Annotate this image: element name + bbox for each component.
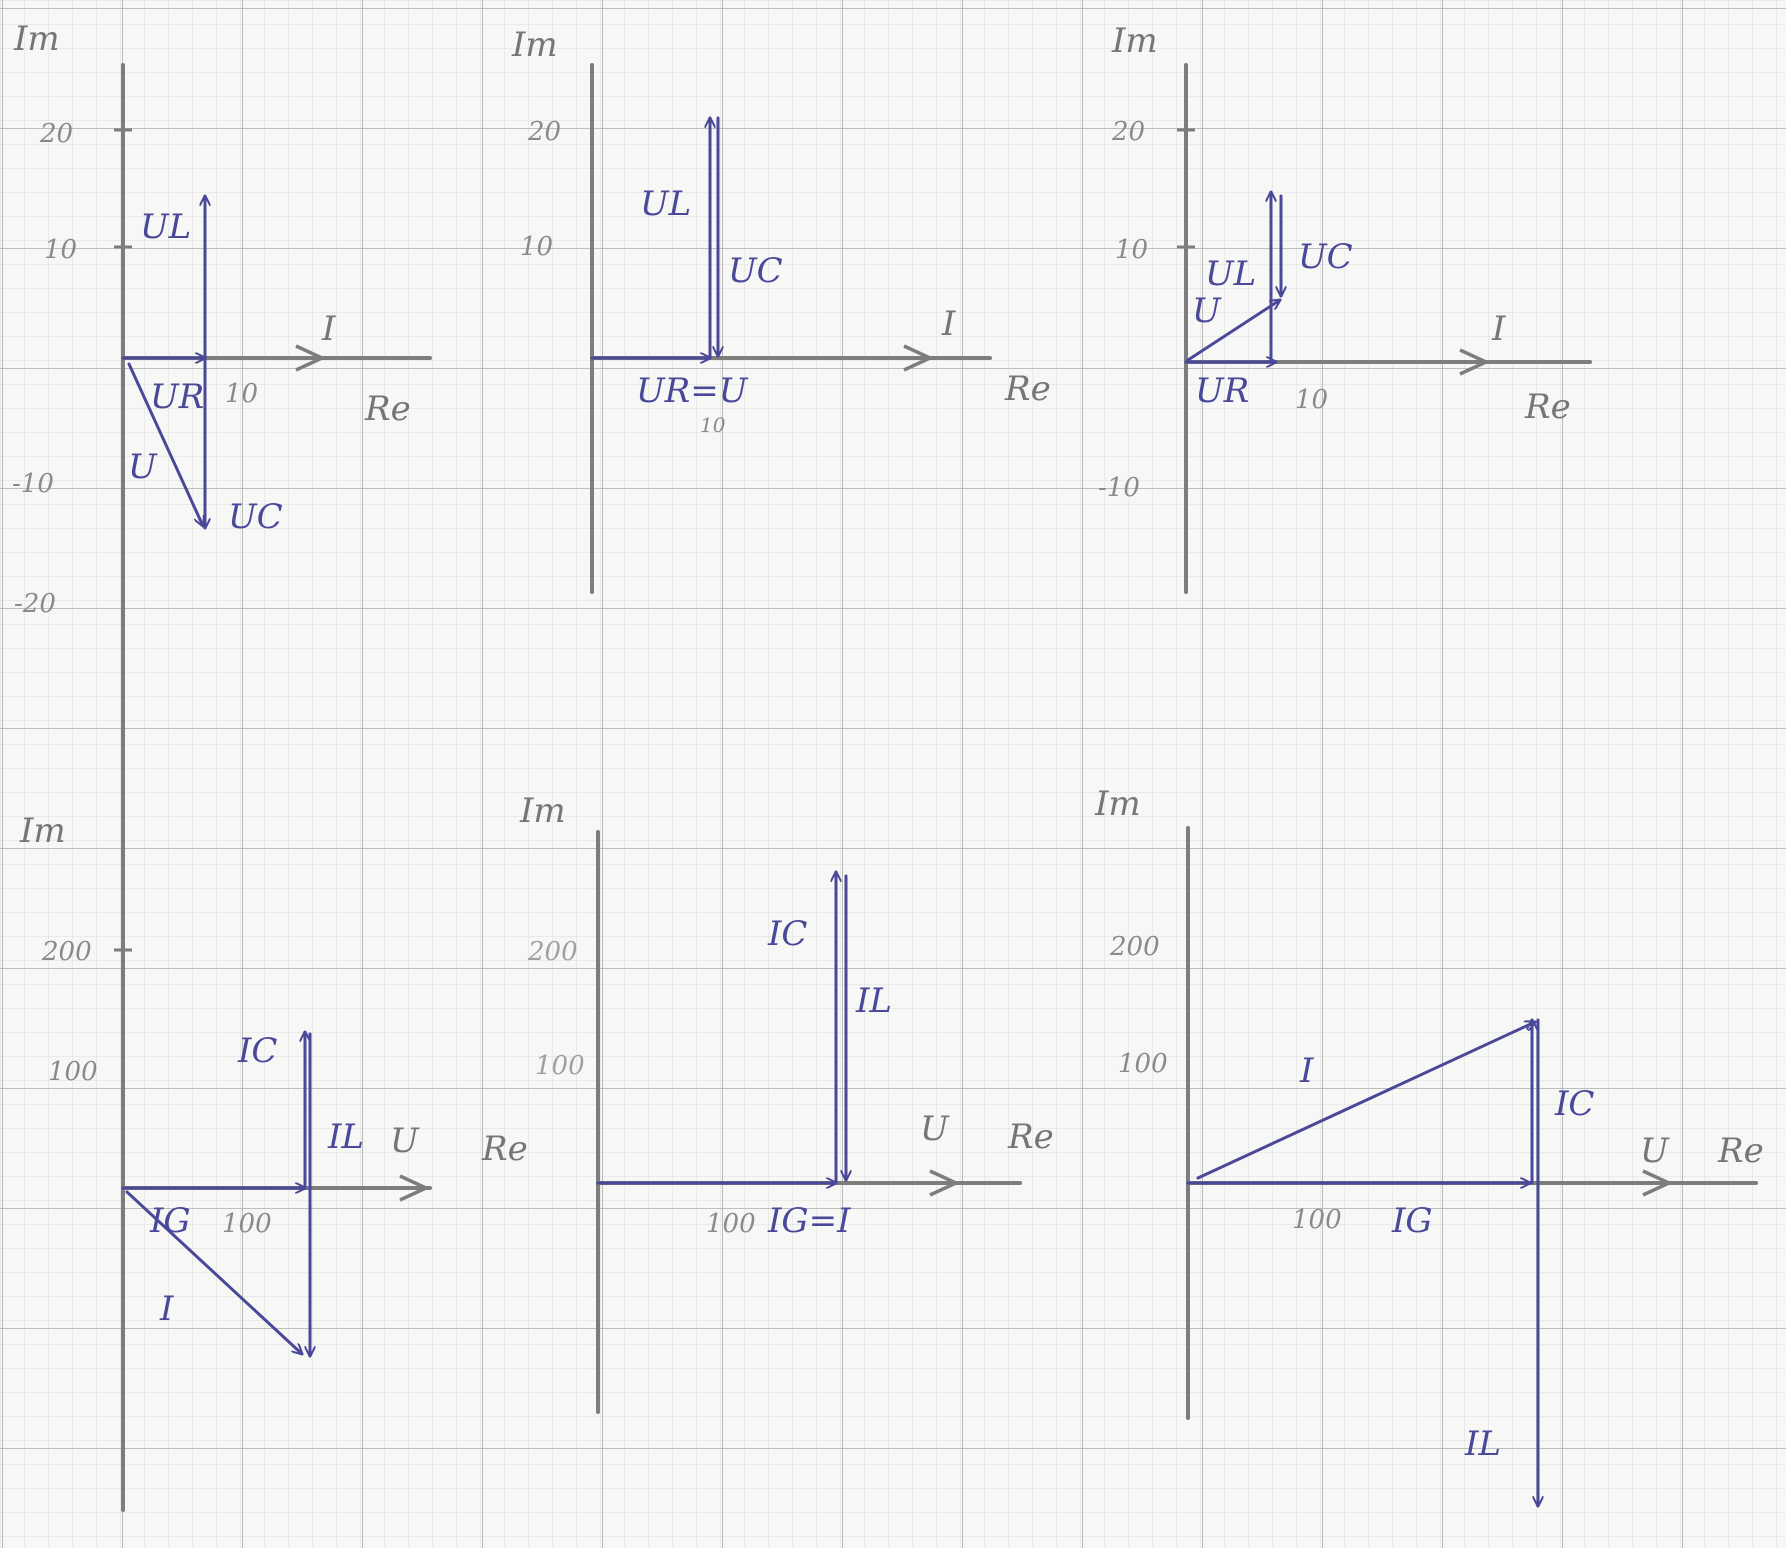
d6-tick-label: 100 — [1292, 1205, 1342, 1235]
d2-tick-label: 20 — [527, 117, 561, 147]
d3-real-label: Re — [1524, 387, 1571, 427]
d5-imag-label: Im — [519, 791, 566, 831]
d4-real-axis-arrow — [399, 1174, 431, 1202]
d3-tick-label: -10 — [1098, 473, 1140, 503]
d6-label-ig: IG — [1391, 1201, 1433, 1241]
d5-reference-label: U — [920, 1109, 950, 1149]
d4-label-ig: IG — [149, 1201, 191, 1241]
d1-tick-label: 20 — [39, 119, 73, 149]
d3-vector-u — [1186, 300, 1280, 362]
d4-label-i: I — [159, 1289, 174, 1329]
d1-vector-u — [127, 362, 203, 526]
d2-real-axis-arrow — [903, 344, 935, 372]
d2-tick-label: 10 — [520, 232, 553, 262]
d1-reference-label: I — [321, 309, 336, 349]
diagram-2-voltage-phasor: Im Re I 20 10 10 UL UC UR=U — [511, 25, 1051, 594]
d5-label-il: IL — [855, 981, 892, 1021]
d5-label-ic: IC — [767, 914, 807, 954]
d3-imag-label: Im — [1111, 21, 1158, 61]
d5-label-ig-eq-i: IG=I — [767, 1201, 851, 1241]
d5-tick-label: 200 — [527, 937, 578, 967]
d2-imag-label: Im — [511, 25, 558, 65]
diagram-6-current-phasor: Im Re U 200 100 100 I IC IG IL — [1094, 784, 1764, 1508]
d1-tick-label: 10 — [225, 379, 258, 409]
d2-tick-label: 10 — [700, 413, 726, 437]
d3-tick-label: 20 — [1111, 117, 1145, 147]
d6-tick-label: 100 — [1118, 1049, 1168, 1079]
d1-label-u: U — [128, 447, 158, 487]
d1-label-ur: UR — [150, 377, 204, 417]
d1-tick-label: 10 — [44, 235, 77, 265]
d4-real-label: Re — [481, 1129, 528, 1169]
d2-real-label: Re — [1004, 369, 1051, 409]
d4-label-ic: IC — [237, 1031, 277, 1071]
d6-imag-label: Im — [1094, 784, 1141, 824]
d5-real-label: Re — [1007, 1117, 1054, 1157]
d2-label-ul: UL — [640, 184, 691, 224]
d3-label-u: U — [1192, 291, 1222, 331]
d4-label-il: IL — [327, 1117, 364, 1157]
d4-tick-label: 100 — [48, 1057, 98, 1087]
d4-tick-label: 200 — [41, 937, 92, 967]
d6-real-label: Re — [1717, 1131, 1764, 1171]
d2-label-ur-eq-u: UR=U — [636, 371, 749, 411]
d5-real-axis-arrow — [929, 1169, 961, 1197]
d4-reference-label: U — [390, 1121, 420, 1161]
diagram-5-current-phasor: Im Re U 200 100 100 IC IL IG=I — [519, 791, 1054, 1414]
d6-real-axis-arrow — [1642, 1169, 1674, 1197]
d2-reference-label: I — [941, 304, 956, 344]
d6-vector-i — [1196, 1022, 1535, 1180]
d1-tick-label: -20 — [14, 589, 56, 619]
d6-reference-label: U — [1640, 1131, 1670, 1171]
d3-label-ur: UR — [1195, 371, 1249, 411]
d1-label-uc: UC — [228, 497, 283, 537]
d4-vector-i — [125, 1190, 302, 1354]
d3-label-uc: UC — [1298, 237, 1353, 277]
d6-label-il: IL — [1464, 1424, 1501, 1464]
d6-label-ic: IC — [1554, 1084, 1594, 1124]
d5-tick-label: 100 — [706, 1209, 756, 1239]
d3-real-axis-arrow — [1459, 348, 1491, 376]
d1-real-label: Re — [364, 389, 411, 429]
d3-label-ul: UL — [1205, 254, 1256, 294]
d6-label-i: I — [1299, 1051, 1314, 1091]
d4-imag-label: Im — [19, 811, 66, 851]
d1-imag-label: Im — [13, 19, 60, 59]
diagram-3-voltage-phasor: Im Re I 20 10 -10 10 UL UC U UR — [1098, 21, 1592, 594]
d3-reference-label: I — [1491, 309, 1506, 349]
d1-tick-label: -10 — [12, 469, 54, 499]
d3-tick-label: 10 — [1115, 235, 1148, 265]
d5-tick-label: 100 — [535, 1051, 585, 1081]
diagram-4-current-phasor: Im Re U 200 100 100 IC IL IG I — [19, 811, 528, 1414]
diagram-1-voltage-phasor: Im Re I 20 10 -10 -20 10 UL UR U UC — [12, 19, 432, 1512]
d1-label-ul: UL — [140, 207, 191, 247]
d6-tick-label: 200 — [1109, 932, 1160, 962]
d2-label-uc: UC — [728, 251, 783, 291]
d4-tick-label: 100 — [222, 1209, 272, 1239]
d3-tick-label: 10 — [1295, 385, 1328, 415]
d1-real-axis-arrow — [295, 344, 327, 372]
